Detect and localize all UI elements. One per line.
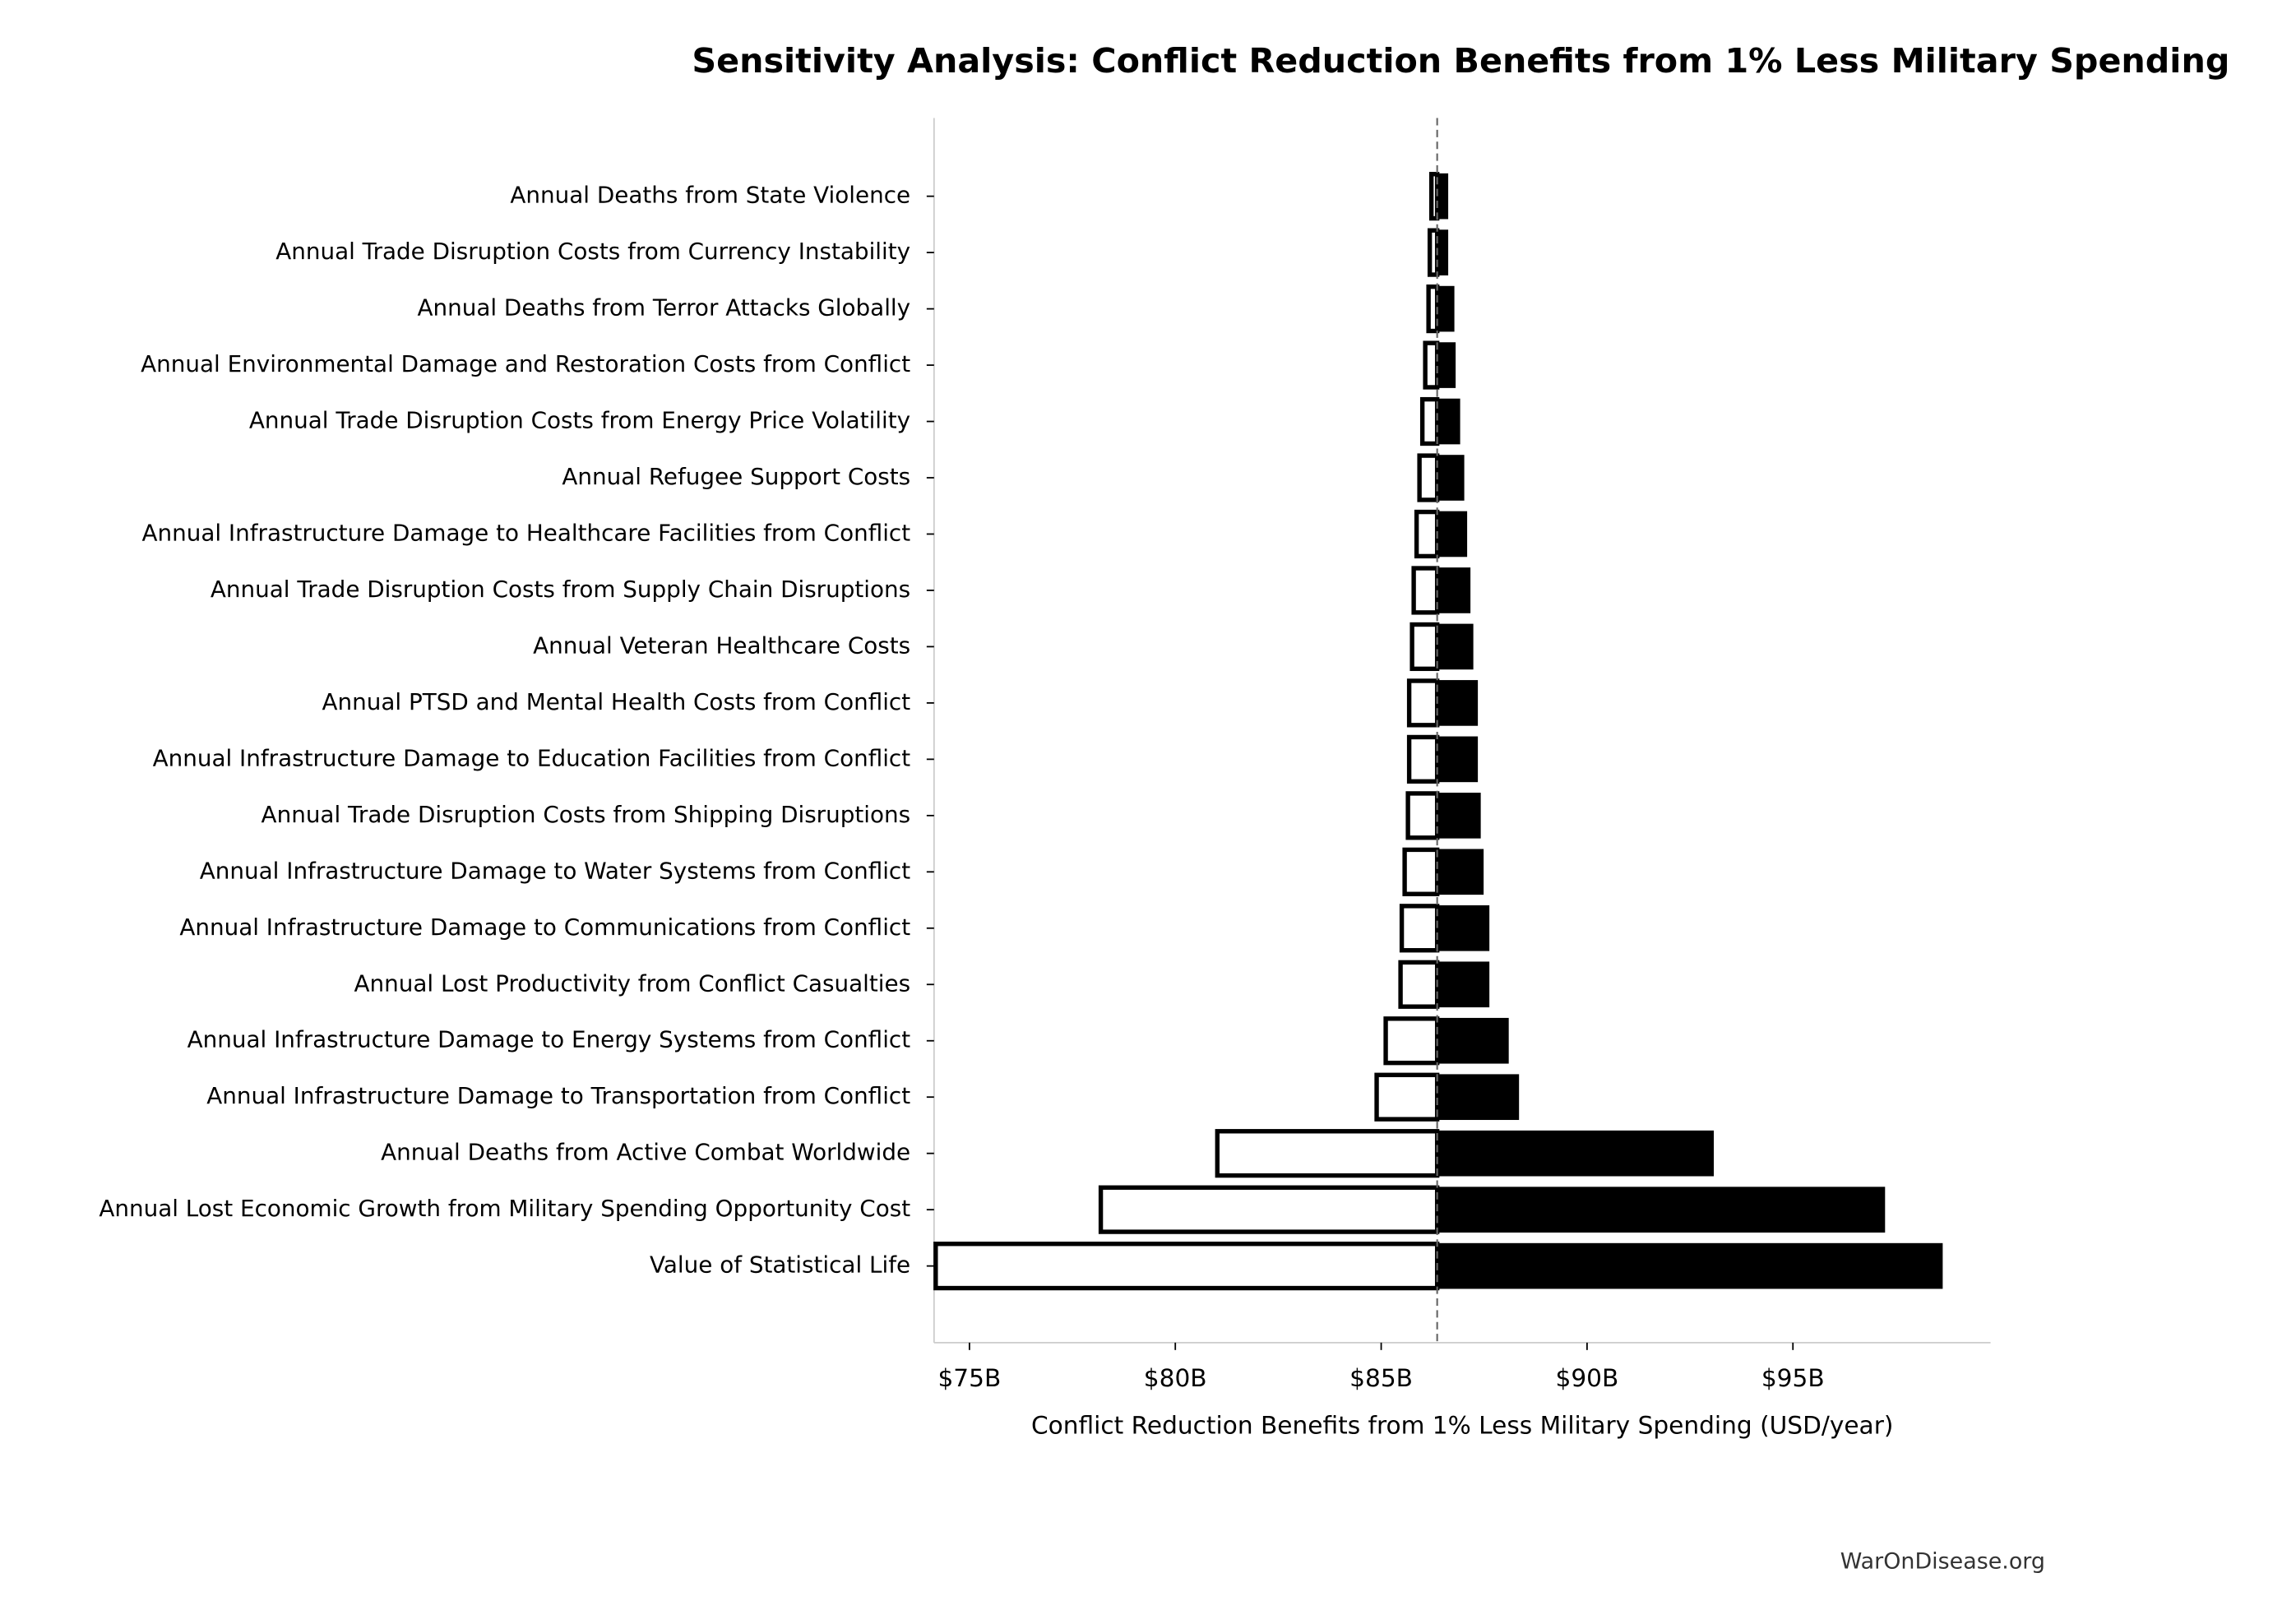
y-tick-label: Annual Trade Disruption Costs from Shipp… (262, 801, 911, 828)
y-tick-label: Annual Infrastructure Damage to Healthca… (141, 519, 910, 546)
low-bar (1399, 904, 1440, 953)
high-bar (1436, 229, 1449, 275)
x-tick-label: $95B (1761, 1364, 1825, 1392)
high-bar (1436, 567, 1471, 613)
y-tick-label: Annual Environmental Damage and Restorat… (141, 350, 910, 377)
low-bar (1383, 1016, 1440, 1066)
low-bar (1417, 453, 1440, 502)
low-bar (1406, 734, 1440, 784)
low-bar (1423, 340, 1440, 390)
y-tick-label: Annual Deaths from Active Combat Worldwi… (381, 1139, 910, 1166)
y-tick-label: Annual Trade Disruption Costs from Suppl… (211, 576, 910, 603)
high-bar (1436, 904, 1490, 951)
y-tick-label: Annual Deaths from State Violence (510, 182, 910, 209)
low-bar (1215, 1129, 1440, 1178)
y-tick-label: Annual Infrastructure Damage to Energy S… (187, 1026, 911, 1053)
low-bar (1398, 960, 1440, 1009)
y-tick-label: Annual Lost Economic Growth from Militar… (99, 1195, 910, 1222)
low-bar (1374, 1072, 1440, 1122)
y-tick-label: Annual Lost Productivity from Conflict C… (354, 969, 910, 997)
x-tick-label: $75B (937, 1364, 1001, 1392)
y-tick-label: Annual Deaths from Terror Attacks Global… (417, 294, 910, 322)
watermark: WarOnDisease.org (1840, 1549, 2045, 1575)
y-tick-label: Annual Infrastructure Damage to Communic… (179, 914, 910, 941)
y-tick-label: Value of Statistical Life (650, 1251, 910, 1279)
high-bar (1436, 1187, 1886, 1233)
x-tick-label: $90B (1556, 1364, 1619, 1392)
y-tick-label: Annual Trade Disruption Costs from Curre… (275, 238, 910, 265)
y-tick-label: Annual Veteran Healthcare Costs (533, 632, 910, 659)
high-bar (1436, 398, 1460, 445)
low-bar (1410, 622, 1440, 672)
high-bar (1436, 285, 1455, 332)
high-bar (1436, 1242, 1943, 1289)
low-bar (1402, 847, 1440, 896)
y-tick-label: Annual Trade Disruption Costs from Energ… (249, 407, 910, 434)
high-bar (1436, 511, 1468, 557)
high-bar (1436, 961, 1490, 1008)
high-bar (1436, 1017, 1509, 1064)
high-bar (1436, 1074, 1520, 1121)
high-bar (1436, 793, 1481, 839)
low-bar (1419, 396, 1440, 446)
high-bar (1436, 849, 1484, 895)
low-bar (933, 1242, 1440, 1291)
low-bar (1427, 228, 1440, 277)
chart-title: Sensitivity Analysis: Conflict Reduction… (692, 41, 2229, 81)
high-bar (1436, 173, 1449, 220)
low-bar (1405, 791, 1440, 840)
y-tick-label: Annual PTSD and Mental Health Costs from… (322, 688, 911, 715)
high-bar (1436, 623, 1474, 670)
y-tick-label: Annual Infrastructure Damage to Transpor… (206, 1082, 910, 1109)
x-tick-label: $85B (1349, 1364, 1413, 1392)
low-bar (1411, 566, 1440, 615)
low-bar (1406, 678, 1440, 728)
low-bar (1414, 509, 1440, 559)
y-tick-label: Annual Infrastructure Damage to Water Sy… (200, 857, 910, 884)
high-bar (1436, 736, 1479, 783)
high-bar (1436, 455, 1465, 501)
high-bar (1436, 1130, 1715, 1177)
y-tick-label: Annual Refugee Support Costs (562, 463, 910, 490)
high-bar (1436, 342, 1456, 388)
low-bar (1098, 1185, 1440, 1234)
y-tick-label: Annual Infrastructure Damage to Educatio… (153, 744, 911, 771)
low-bar (1426, 284, 1440, 334)
x-axis-label: Conflict Reduction Benefits from 1% Less… (1031, 1412, 1893, 1440)
x-tick-label: $80B (1144, 1364, 1207, 1392)
high-bar (1436, 680, 1479, 726)
